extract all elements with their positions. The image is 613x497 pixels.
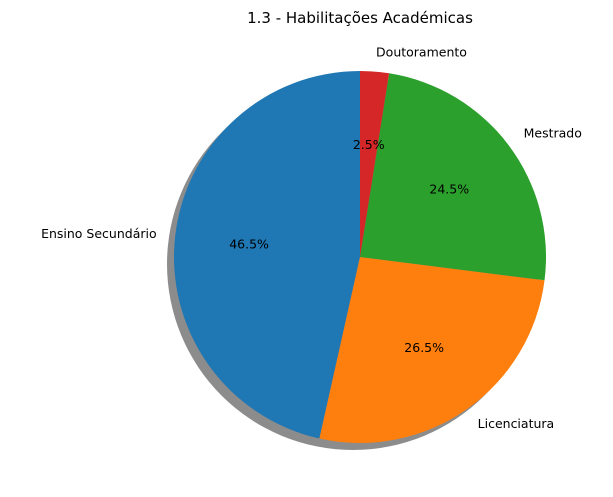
category-label-licenciatura: Licenciatura <box>478 416 555 431</box>
pie-slice-licenciatura <box>319 257 545 443</box>
category-label-mestrado: Mestrado <box>524 126 582 141</box>
pie-labels: Ensino Secundário 46.5% Licenciatura 26.5% M… <box>41 45 582 431</box>
pie-slice-doutoramento <box>360 71 390 257</box>
category-label-doutoramento: Doutoramento <box>376 45 467 60</box>
percent-label-mestrado: 24.5% <box>429 181 469 196</box>
pie-slices <box>174 71 546 443</box>
percent-label-doutoramento: 2.5% <box>353 137 385 152</box>
pie-slice-ensino-secundario <box>174 71 360 439</box>
chart-title: 1.3 - Habilitações Académicas <box>247 9 473 27</box>
percent-label-ensino-secundario: 46.5% <box>229 236 269 251</box>
percent-label-licenciatura: 26.5% <box>404 340 444 355</box>
pie-slice-mestrado <box>360 73 546 281</box>
category-label-ensino-secundario: Ensino Secundário <box>41 226 157 241</box>
